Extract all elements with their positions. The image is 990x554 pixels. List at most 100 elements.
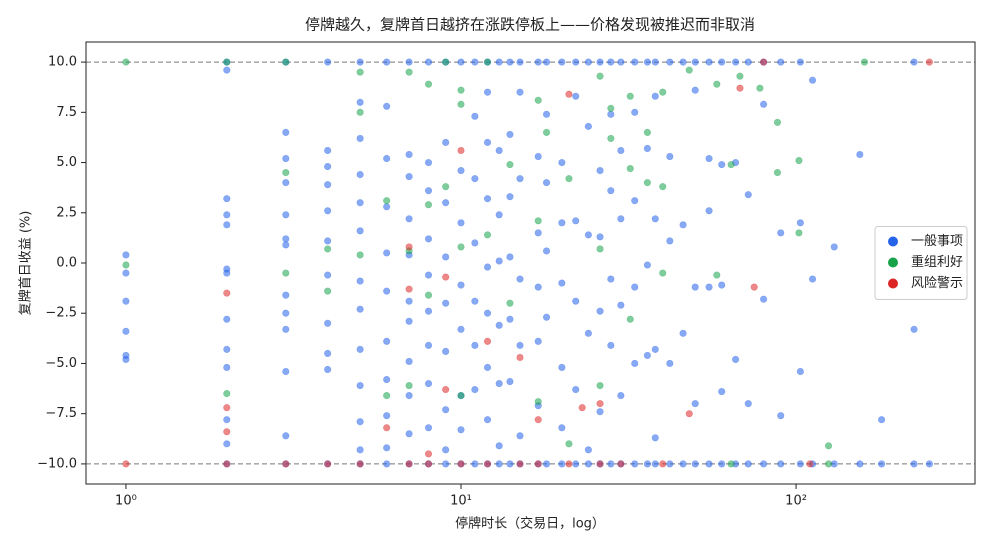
point: [685, 410, 693, 418]
point: [643, 261, 651, 269]
point: [424, 80, 433, 88]
point: [643, 144, 651, 153]
point: [442, 299, 450, 307]
point: [651, 58, 659, 66]
point: [777, 412, 785, 420]
point: [558, 219, 566, 227]
point: [424, 450, 433, 458]
point: [495, 321, 503, 329]
point: [534, 217, 542, 225]
point: [572, 92, 580, 100]
point: [424, 341, 433, 349]
plot-frame: [85, 41, 976, 485]
x-tick-label: 10¹: [450, 494, 472, 509]
point: [607, 187, 615, 195]
point: [324, 162, 332, 171]
point: [356, 227, 364, 235]
point: [457, 219, 465, 227]
point: [282, 432, 290, 440]
point: [607, 341, 615, 349]
point: [565, 90, 573, 98]
point: [122, 58, 130, 66]
point: [122, 261, 130, 269]
point: [596, 245, 604, 253]
point: [122, 251, 130, 259]
point: [282, 211, 290, 219]
point: [442, 273, 450, 281]
point: [405, 357, 413, 366]
point: [732, 58, 740, 66]
point: [471, 341, 479, 349]
point: [925, 58, 934, 66]
point: [483, 88, 492, 96]
point: [584, 122, 592, 130]
point: [659, 88, 667, 96]
point: [925, 460, 934, 468]
point: [471, 385, 479, 394]
point: [457, 243, 465, 251]
point: [679, 329, 687, 337]
point: [705, 58, 713, 66]
point: [424, 187, 433, 195]
point: [383, 287, 391, 295]
point: [584, 231, 592, 239]
point: [282, 58, 290, 66]
point: [617, 58, 625, 66]
point: [282, 309, 290, 317]
point: [727, 460, 735, 468]
point: [736, 72, 744, 80]
point: [824, 442, 833, 450]
point: [122, 460, 130, 468]
point: [759, 100, 768, 108]
point: [732, 355, 740, 364]
point: [558, 158, 566, 167]
point: [744, 58, 752, 66]
point: [383, 58, 391, 66]
point: [457, 166, 465, 175]
point: [457, 146, 465, 155]
point: [534, 152, 542, 161]
point: [442, 253, 450, 261]
point: [534, 58, 542, 66]
point: [534, 398, 542, 406]
point: [457, 325, 465, 333]
point: [223, 345, 231, 353]
point: [643, 460, 651, 468]
point: [607, 104, 615, 112]
point: [483, 263, 492, 271]
point: [457, 86, 465, 94]
point: [383, 102, 391, 110]
point: [759, 460, 768, 468]
point: [122, 355, 130, 364]
point: [383, 337, 391, 345]
point: [651, 215, 659, 223]
point: [806, 460, 814, 468]
point: [596, 460, 604, 468]
point: [558, 279, 566, 287]
point: [405, 173, 413, 181]
point: [572, 217, 580, 225]
x-tick-label: 10²: [785, 494, 807, 509]
point: [383, 460, 391, 468]
point: [483, 195, 492, 203]
point: [626, 92, 634, 100]
point: [405, 317, 413, 325]
point: [542, 58, 551, 66]
point: [495, 58, 503, 66]
point: [643, 351, 651, 360]
point: [383, 444, 391, 452]
point: [516, 88, 524, 96]
point: [584, 58, 592, 66]
point: [631, 359, 639, 368]
point: [324, 349, 332, 358]
point: [506, 58, 514, 66]
point: [324, 245, 332, 253]
point: [808, 76, 817, 84]
point: [796, 367, 804, 376]
point: [383, 424, 391, 432]
legend-label: 重组利好: [911, 254, 963, 270]
y-tick-label: 2.5: [56, 205, 77, 220]
point: [666, 58, 674, 66]
point: [442, 347, 450, 356]
point: [617, 460, 625, 468]
